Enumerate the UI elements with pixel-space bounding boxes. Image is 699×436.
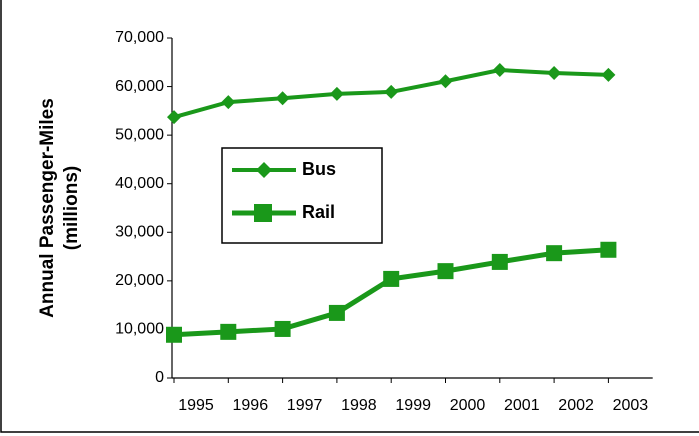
series	[166, 241, 617, 343]
marker	[274, 320, 291, 337]
x-tick-label: 1996	[233, 397, 269, 414]
x-tick-label: 2002	[558, 397, 594, 414]
y-tick-label: 40,000	[115, 175, 164, 192]
x-tick-label: 2003	[613, 397, 649, 414]
marker	[601, 67, 616, 82]
marker	[167, 110, 181, 125]
y-tick-label: 10,000	[115, 321, 164, 338]
marker	[491, 253, 508, 270]
legend-marker	[254, 204, 272, 222]
marker	[166, 326, 182, 343]
x-tick-label: 1999	[395, 397, 431, 414]
x-tick-label: 1995	[178, 397, 214, 414]
x-tick-label: 1998	[341, 397, 377, 414]
series	[167, 63, 616, 125]
marker	[600, 241, 617, 258]
marker	[275, 91, 290, 106]
series-line	[173, 247, 609, 338]
marker	[329, 86, 344, 101]
legend-label: Bus	[302, 159, 336, 179]
marker	[492, 63, 507, 78]
marker	[546, 245, 563, 262]
y-tick-label: 30,000	[115, 224, 164, 241]
marker	[547, 65, 562, 80]
marker	[383, 270, 400, 287]
y-tick-label: 70,000	[115, 29, 164, 46]
legend-marker	[256, 162, 272, 178]
legend-label: Rail	[302, 202, 335, 222]
x-tick-label: 2000	[450, 397, 486, 414]
legend-box	[221, 147, 383, 244]
marker	[221, 95, 236, 110]
marker	[220, 323, 237, 340]
y-tick-label: 60,000	[115, 78, 164, 95]
marker	[437, 263, 454, 280]
marker	[384, 84, 399, 99]
marker	[438, 74, 453, 89]
x-tick-label: 2001	[504, 397, 540, 414]
y-tick-label: 50,000	[115, 126, 164, 143]
y-tick-label: 0	[155, 369, 164, 386]
y-axis-title: (millions)	[61, 166, 82, 250]
x-tick-label: 1997	[287, 397, 323, 414]
marker	[328, 304, 345, 321]
y-tick-label: 20,000	[115, 272, 164, 289]
y-axis-title: Annual Passenger-Miles	[37, 98, 58, 318]
